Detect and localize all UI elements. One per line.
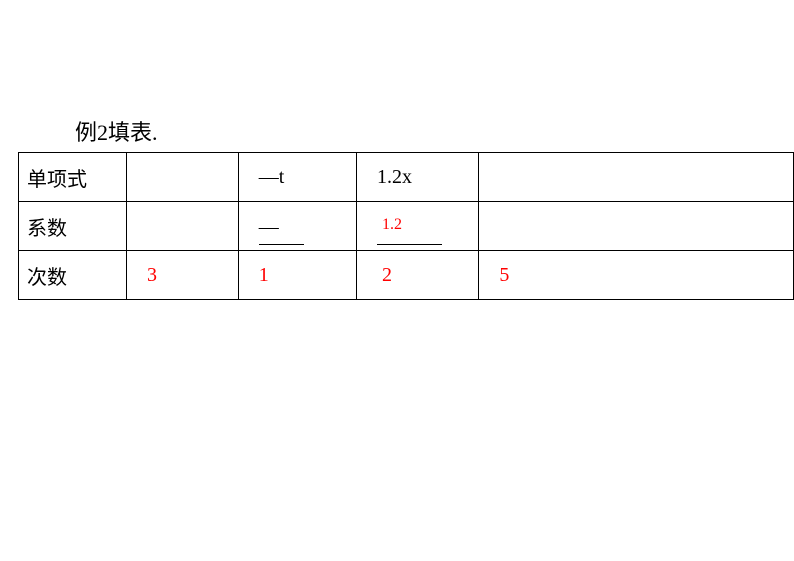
table-cell: 3: [126, 251, 238, 300]
table-cell: [126, 153, 238, 202]
table-cell: [126, 202, 238, 251]
row-header-degree: 次数: [19, 251, 127, 300]
table-row: 系数 — 1.2: [19, 202, 794, 251]
table-cell: 1: [238, 251, 356, 300]
table-cell: —t: [238, 153, 356, 202]
table-cell: 1.2x: [356, 153, 478, 202]
row-header-coefficient: 系数: [19, 202, 127, 251]
row-header-monomial: 单项式: [19, 153, 127, 202]
monomial-table-container: 单项式 —t 1.2x 系数 — 1.2 次数 3 1 2 5: [18, 152, 794, 300]
table-cell: [479, 153, 794, 202]
coefficient-value: —: [259, 216, 279, 239]
coefficient-value: 1.2: [382, 216, 402, 234]
table-row: 次数 3 1 2 5: [19, 251, 794, 300]
table-cell: 2: [356, 251, 478, 300]
table-cell: [479, 202, 794, 251]
table-cell: —: [238, 202, 356, 251]
table-row: 单项式 —t 1.2x: [19, 153, 794, 202]
example-title: 例2填表.: [75, 115, 158, 147]
table-cell: 1.2: [356, 202, 478, 251]
underline: [259, 244, 304, 245]
monomial-table: 单项式 —t 1.2x 系数 — 1.2 次数 3 1 2 5: [18, 152, 794, 300]
underline: [377, 244, 442, 245]
table-cell: 5: [479, 251, 794, 300]
